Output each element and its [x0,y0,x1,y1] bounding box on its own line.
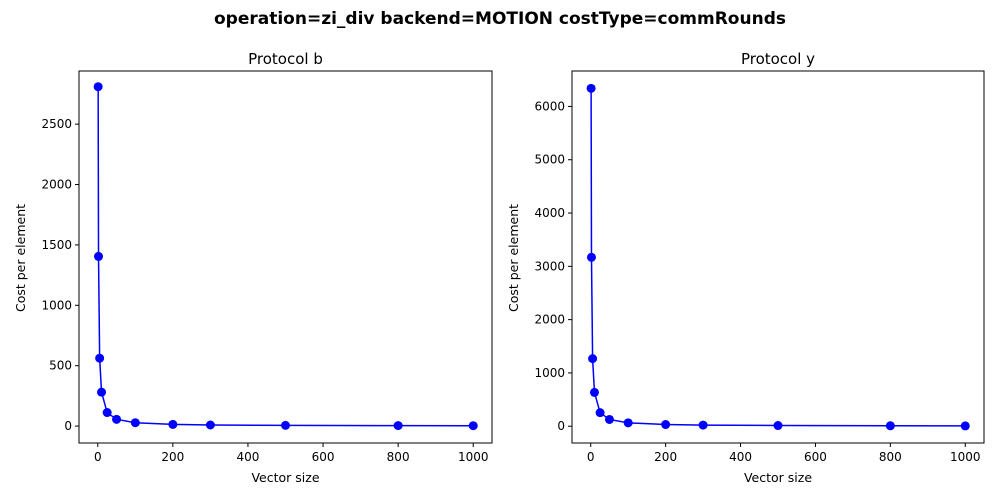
y-tick-label: 0 [557,419,565,433]
data-point [623,418,633,428]
y-axis-label: Cost per element [13,204,28,312]
y-tick-label: 4000 [534,206,565,220]
data-point [393,421,403,431]
data-point [595,408,605,418]
y-tick-label: 1500 [41,238,72,252]
y-axis-label: Cost per element [506,204,521,312]
y-tick-label: 6000 [534,99,565,113]
data-point [97,387,107,397]
x-tick-label: 800 [879,450,902,464]
x-tick-label: 0 [587,450,595,464]
y-tick-label: 1000 [534,366,565,380]
data-point [281,420,290,430]
y-tick-label: 2500 [41,117,72,131]
data-point [604,414,614,424]
series-line [590,88,966,427]
plot-frame [78,70,493,444]
data-point [698,420,708,430]
data-point [112,414,122,424]
data-point [586,83,596,93]
x-tick-label: 600 [312,450,335,464]
y-tick-label: 0 [64,419,72,433]
x-tick-label: 400 [729,450,752,464]
figure-title: operation=zi_div backend=MOTION costType… [214,9,786,29]
data-point [661,420,671,430]
data-point [93,82,103,92]
x-tick-label: 1000 [458,450,489,464]
data-point [95,353,105,363]
y-tick-label: 2000 [534,313,565,327]
data-point [94,251,104,261]
x-tick-label: 600 [804,450,827,464]
data-point [205,420,215,430]
data-point [960,421,970,431]
data-point [588,354,598,364]
data-point [168,419,178,429]
x-tick-label: 200 [161,450,184,464]
subplot-title: Protocol y [741,50,815,68]
subplot-protocol-y: Protocol y Vector size Cost per element … [506,50,985,485]
data-point [130,418,140,428]
y-tick-label: 500 [49,359,72,373]
plot-frame [571,70,985,444]
y-tick-label: 3000 [534,259,565,273]
subplot-title: Protocol b [248,50,323,68]
x-tick-label: 0 [94,450,102,464]
x-tick-label: 1000 [950,450,981,464]
y-tick-label: 1000 [41,298,72,312]
x-tick-label: 800 [387,450,410,464]
subplot-protocol-b: Protocol b Vector size Cost per element … [13,50,493,485]
series-line [97,86,474,427]
x-axis-label: Vector size [744,470,812,485]
x-tick-label: 200 [654,450,677,464]
data-point [589,387,599,397]
y-tick-label: 5000 [534,153,565,167]
data-point [102,408,112,418]
data-point [468,421,478,431]
data-point [586,252,596,262]
data-point [885,421,895,431]
data-point [773,421,783,431]
x-axis-label: Vector size [251,470,319,485]
y-tick-label: 2000 [41,178,72,192]
x-tick-label: 400 [237,450,260,464]
